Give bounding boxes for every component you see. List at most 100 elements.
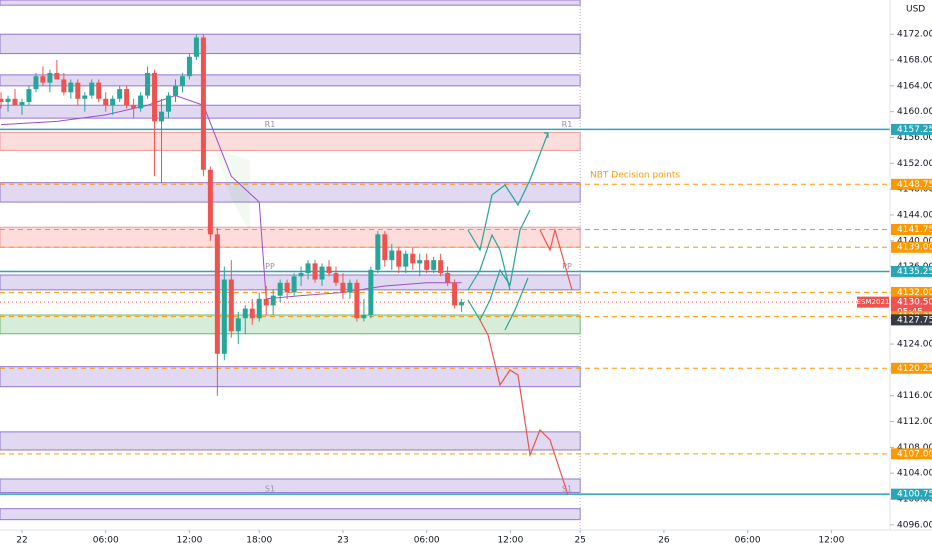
candle-body [200,37,206,170]
x-tick-label: 12:00 [818,536,844,546]
candle-body [61,79,67,93]
candle-body [312,263,318,280]
pivot-label: PP [562,262,572,271]
candle-body [26,89,32,102]
candle-body [68,82,74,93]
candle-body [33,76,39,90]
candle-body [270,295,276,306]
zone [0,431,581,451]
x-tick-label: 25 [574,536,585,546]
candle-body [410,253,416,264]
zone [0,478,581,494]
candle-body [40,76,46,83]
candle-body [368,269,374,316]
pivot-label: R1 [562,120,573,129]
candle-body [424,260,430,270]
annotation: NBT Decision points [590,171,680,181]
candle-body [89,82,95,96]
y-tick-label: 4160.00 [897,107,932,117]
symbol-label: ESM2021 [857,298,890,306]
price-label-box [891,448,932,460]
candle-body [354,282,360,319]
candle-body [54,72,60,80]
axis: 4096.004100.004104.004108.004112.004116.… [16,30,932,546]
candle-body [403,253,409,267]
candle-body [110,98,116,106]
x-tick-label: 12:00 [497,536,523,546]
levels: R1 R1 PP PP S1 S1 [0,120,890,495]
candle-body [179,76,185,86]
y-tick-label: 4164.00 [897,81,932,91]
candle-body [19,101,25,106]
x-tick-label: 12:00 [176,536,202,546]
candle-body [214,234,220,354]
candle-body [166,95,172,112]
candle-body [242,308,248,319]
candle-body [103,98,109,106]
x-tick-label: 06:00 [93,536,119,546]
y-tick-label: 4096.00 [897,520,932,530]
candle-body [12,98,18,106]
candle-body [445,273,451,283]
price-label: 4148.75 [897,180,932,190]
zone [0,0,581,6]
price-label: 4132.00 [897,288,932,298]
y-tick-label: 4124.00 [897,340,932,350]
series [0,34,465,396]
x-tick-label: 23 [337,536,348,546]
zones [0,0,581,530]
pivot-label: PP [265,262,275,271]
zone [0,274,581,291]
price-label: 4100.75 [897,490,932,500]
candle-body [96,82,102,99]
zone [0,74,581,87]
y-tick-label: 4172.00 [897,30,932,40]
candle-body [221,279,227,354]
candle-body [117,89,123,99]
price-label: 4139.00 [897,243,932,253]
y-tick-label: 4152.00 [897,159,932,169]
candle-body [361,315,367,319]
zone [0,104,581,119]
candle-body [417,260,423,264]
y-tick-label: 4156.00 [897,133,932,143]
zone [0,508,581,521]
x-tick-label: 06:00 [735,536,761,546]
candle-body [145,72,151,96]
y-tick-label: 4140.00 [897,236,932,246]
candle-body [347,282,353,293]
shade [215,150,250,232]
x-tick-label: 22 [16,536,27,546]
price-label-box [891,488,932,500]
candle-body [263,298,269,306]
x-tick-label: 06:00 [414,536,440,546]
price-label-box [891,314,932,326]
x-tick-label: 18:00 [246,536,272,546]
candle-body [47,72,53,83]
candle-body [186,56,192,77]
y-tick-label: 4108.00 [897,443,932,453]
candle-body [256,298,262,319]
pivot-label: R1 [265,120,276,129]
price-label-box [891,123,932,135]
candle-body [249,308,255,319]
candle-body [172,85,178,96]
symbol-box [857,296,889,308]
price-label-box [891,265,932,277]
projections [467,132,573,496]
price-label: 4107.00 [897,449,932,459]
candle-body [124,89,130,106]
candle-body [431,260,437,270]
y-tick-label: 4168.00 [897,56,932,66]
candle-body [375,234,381,270]
y-tick-label: 4112.00 [897,417,932,427]
candle-body [5,98,11,102]
zone [0,131,581,151]
candle-body [228,279,234,332]
candle-body [0,98,4,102]
price-label: 4130.50 [897,298,932,308]
y-tick-label: 4116.00 [897,391,932,401]
candle-body [459,302,465,306]
zone [0,314,581,335]
